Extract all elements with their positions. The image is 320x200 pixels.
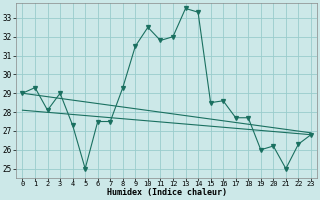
X-axis label: Humidex (Indice chaleur): Humidex (Indice chaleur): [107, 188, 227, 197]
